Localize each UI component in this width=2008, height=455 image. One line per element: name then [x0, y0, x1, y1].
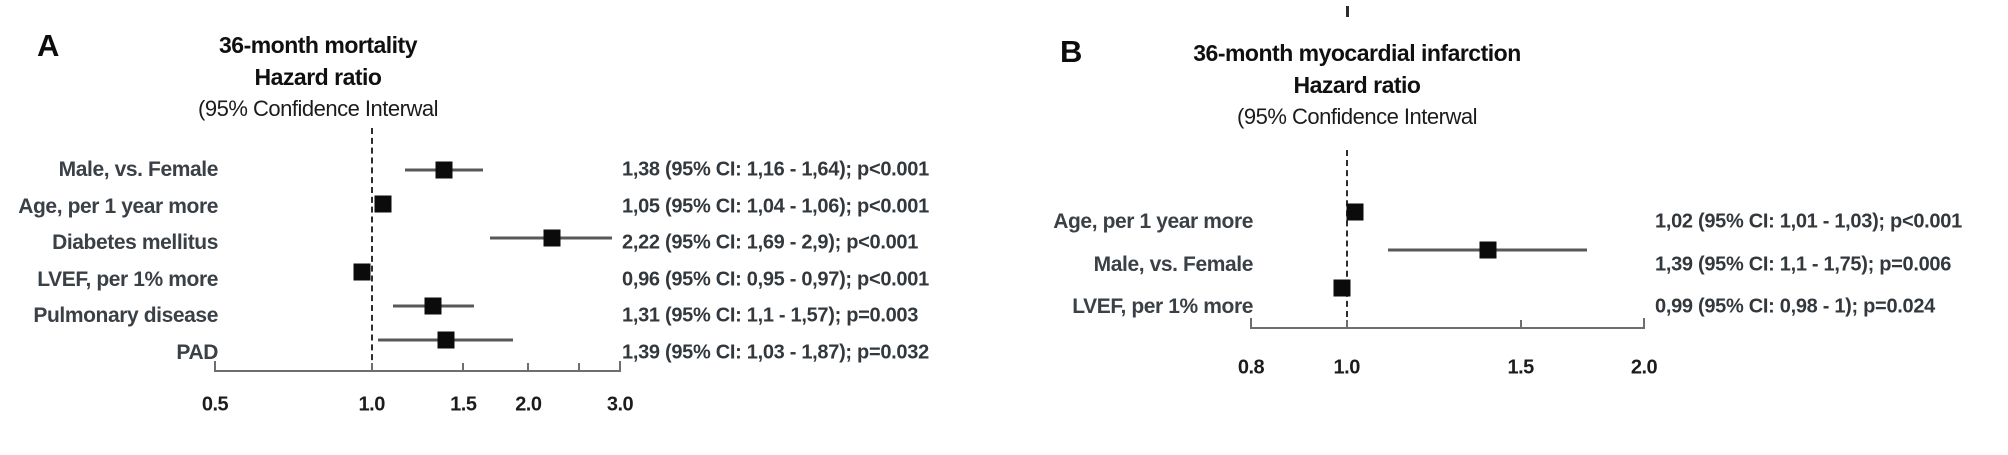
chart-title-line: Hazard ratio [254, 64, 382, 90]
hazard-ratio-marker [1333, 279, 1351, 297]
hazard-ratio-marker [543, 229, 561, 247]
axis-tick [214, 361, 216, 372]
axis-tick-label: 1.5 [1507, 356, 1534, 379]
forest-row-label: LVEF, per 1% more [37, 267, 218, 291]
forest-row-annotation: 0,99 (95% CI: 0,98 - 1); p=0.024 [1655, 295, 1935, 318]
forest-row-label: Pulmonary disease [33, 304, 218, 328]
reference-line [370, 128, 373, 370]
hazard-ratio-marker [374, 195, 392, 213]
panel-label: A [37, 28, 59, 63]
forest-row-annotation: 1,31 (95% CI: 1,1 - 1,57); p=0.003 [622, 304, 919, 327]
forest-row-label: Male, vs. Female [1093, 252, 1254, 276]
hazard-ratio-marker [437, 331, 455, 349]
reference-line [1345, 150, 1348, 327]
forest-row-annotation: 2,22 (95% CI: 1,69 - 2,9); p<0.001 [622, 231, 919, 254]
forest-row-annotation: 1,05 (95% CI: 1,04 - 1,06); p<0.001 [622, 195, 929, 218]
axis-tick-label: 1.0 [1333, 356, 1361, 379]
forest-row-annotation: 1,38 (95% CI: 1,16 - 1,64); p<0.001 [622, 158, 929, 181]
axis-tick [462, 363, 465, 371]
forest-row-label: PAD [176, 341, 218, 364]
axis-tick-label: 0.5 [201, 393, 229, 416]
hazard-ratio-marker [353, 263, 371, 281]
forest-row-annotation: 1,39 (95% CI: 1,03 - 1,87); p=0.032 [622, 341, 929, 364]
chart-title-line: 36-month myocardial infarction [1193, 40, 1521, 66]
axis-tick [619, 361, 621, 372]
axis-tick-label: 2.0 [515, 393, 542, 416]
hazard-ratio-marker [1346, 203, 1364, 221]
chart-title-line: (95% Confidence Interwal [1237, 104, 1477, 129]
axis-tick [577, 363, 580, 371]
chart-title-line: Hazard ratio [1293, 72, 1421, 98]
axis-tick [1345, 320, 1348, 328]
chart-title-line: (95% Confidence Interwal [198, 96, 438, 121]
axis-tick-label: 0.8 [1237, 356, 1265, 379]
hazard-ratio-marker [1479, 241, 1497, 259]
forest-row-label: Age, per 1 year more [18, 194, 218, 218]
axis-tick-label: 3.0 [606, 393, 634, 416]
hazard-ratio-marker [424, 297, 442, 315]
axis-tick-label: 1.5 [450, 393, 477, 416]
forest-row-annotation: 0,96 (95% CI: 0,95 - 0,97); p<0.001 [622, 268, 929, 291]
x-axis [215, 370, 620, 372]
forest-row-label: Age, per 1 year more [1053, 210, 1253, 233]
forest-row-label: LVEF, per 1% more [1072, 295, 1253, 318]
axis-tick-label: 2.0 [1630, 356, 1658, 379]
axis-tick-label: 1.0 [358, 393, 386, 416]
panel-label: B [1060, 34, 1082, 69]
hazard-ratio-marker [435, 161, 453, 179]
cropped-dash-artifact [1345, 6, 1349, 17]
forest-row-label: Diabetes mellitus [52, 231, 218, 255]
axis-tick [1250, 318, 1252, 329]
x-axis [1251, 327, 1644, 329]
axis-tick [527, 363, 530, 371]
axis-tick [1643, 318, 1645, 329]
forest-row-annotation: 1,39 (95% CI: 1,1 - 1,75); p=0.006 [1655, 253, 1952, 275]
forest-row-annotation: 1,02 (95% CI: 1,01 - 1,03); p<0.001 [1655, 210, 1962, 233]
axis-tick [1519, 320, 1522, 328]
axis-tick [370, 363, 373, 371]
chart-title-line: 36-month mortality [218, 32, 418, 58]
forest-row-label: Male, vs. Female [58, 158, 219, 181]
